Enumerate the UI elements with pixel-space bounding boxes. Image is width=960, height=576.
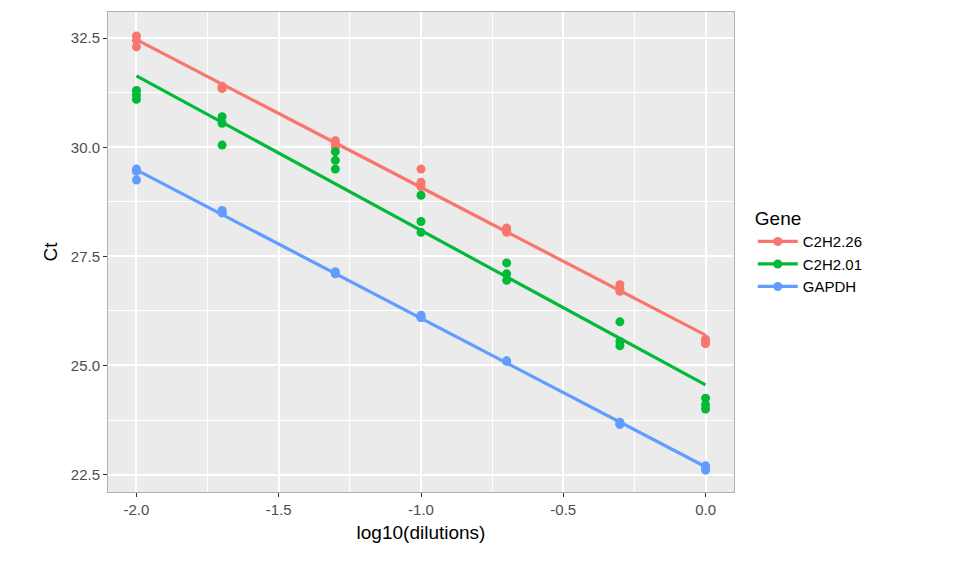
svg-text:32.5: 32.5 — [71, 29, 100, 46]
svg-text:0.0: 0.0 — [695, 501, 716, 518]
svg-text:25.0: 25.0 — [71, 357, 100, 374]
svg-text:Ct: Ct — [40, 242, 61, 262]
svg-text:GAPDH: GAPDH — [803, 278, 856, 295]
svg-text:22.5: 22.5 — [71, 466, 100, 483]
svg-text:-1.5: -1.5 — [266, 501, 292, 518]
svg-text:-0.5: -0.5 — [550, 501, 576, 518]
svg-text:C2H2.01: C2H2.01 — [803, 256, 862, 273]
svg-text:C2H2.26: C2H2.26 — [803, 233, 862, 250]
svg-text:27.5: 27.5 — [71, 248, 100, 265]
svg-text:-2.0: -2.0 — [124, 501, 150, 518]
svg-text:30.0: 30.0 — [71, 139, 100, 156]
svg-text:-1.0: -1.0 — [408, 501, 434, 518]
svg-text:log10(dilutions): log10(dilutions) — [357, 522, 486, 543]
svg-text:Gene: Gene — [755, 208, 801, 229]
